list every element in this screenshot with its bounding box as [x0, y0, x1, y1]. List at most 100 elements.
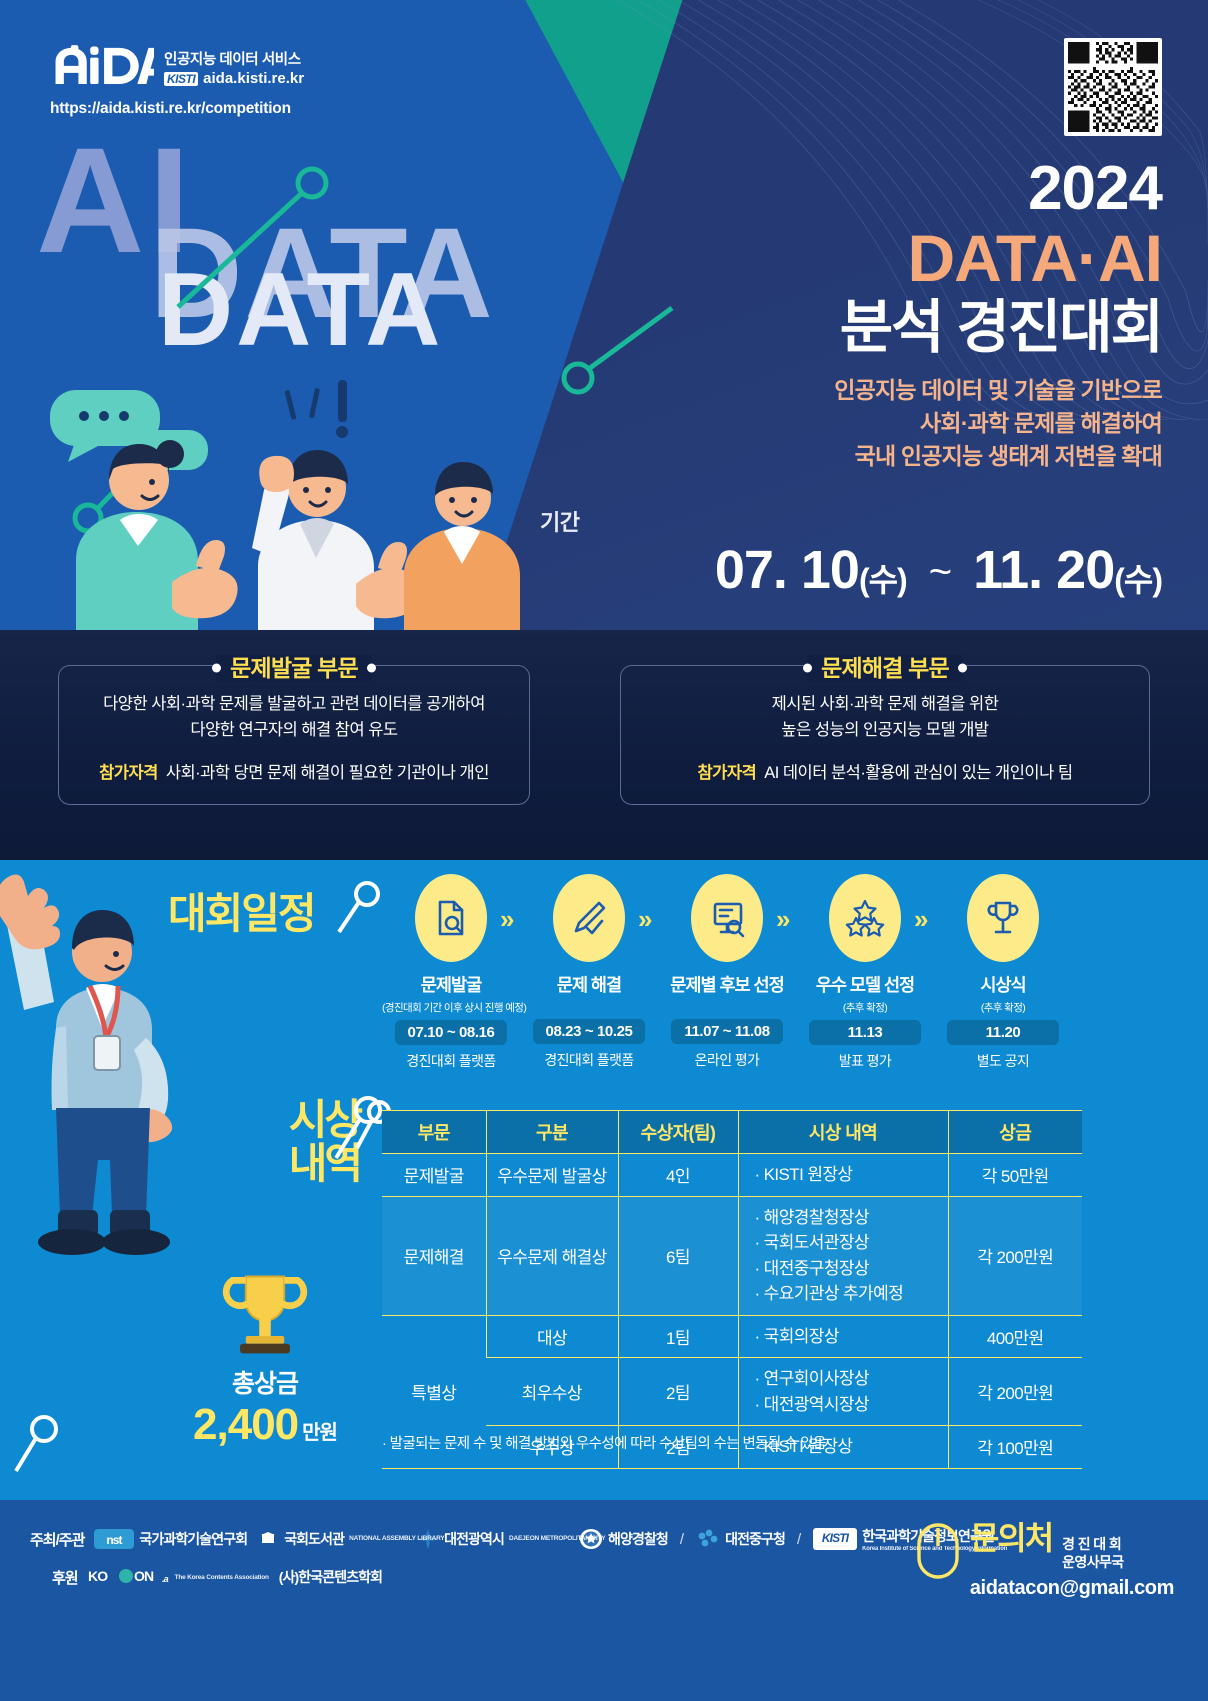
pin-line-icon-5	[334, 1096, 382, 1160]
host-library: 국회도서관 NATIONAL ASSEMBLY LIBRARY	[257, 1528, 445, 1550]
trophy-icon	[987, 901, 1019, 934]
step-platform: 온라인 평가	[694, 1052, 760, 1068]
step-name: 우수 모델 선정	[815, 975, 915, 995]
pin-line-icon-7	[14, 1415, 58, 1473]
cell-type: 우수문제 해결상	[485, 1195, 618, 1316]
table-row: 문제발굴 우수문제 발굴상 4인 · KISTI 원장상 각 50만원	[382, 1153, 1082, 1197]
qr-code[interactable]	[1064, 38, 1162, 136]
total-prize-amount: 2,400	[193, 1400, 299, 1449]
host-name: 대전광역시	[444, 1531, 505, 1547]
category-title: 문제해결 부문	[807, 655, 963, 681]
step-name: 시상식	[980, 975, 1026, 995]
schedule-step[interactable]: » 시상식 (추후 확정) 11.20 별도 공지	[914, 874, 1072, 1071]
svg-text:KISTI: KISTI	[822, 1531, 850, 1545]
award-item: · 대전중구청장상	[754, 1258, 870, 1278]
contact-office-line-1: 경 진 대 회	[1062, 1536, 1122, 1552]
table-row: 최우수상 2팀 · 연구회이사장상 · 대전광역시장상 각 200만원	[382, 1357, 1082, 1426]
aida-logo-icon	[55, 45, 154, 84]
award-item: · 수요기관상 추가예정	[754, 1284, 904, 1303]
svg-text:KO: KO	[88, 1568, 108, 1584]
step-date: 07.10 ~ 08.16	[395, 1020, 507, 1045]
title-desc-1: 인공지능 데이터 및 기술을 기반으로	[834, 376, 1163, 403]
table-header-row: 부문 구분 수상자(팀) 시상 내역 상금	[382, 1110, 1082, 1154]
service-site-row: KISTI aida.kisti.re.kr	[164, 70, 304, 87]
column-header-money: 상금	[947, 1110, 1082, 1154]
category-title-wrap: 문제해결 부문	[621, 649, 1149, 683]
cell-money: 각 50만원	[947, 1153, 1082, 1197]
svg-text:nst: nst	[107, 1533, 123, 1547]
step-icon-circle	[553, 874, 625, 962]
competition-url[interactable]: https://aida.kisti.re.kr/competition	[50, 100, 291, 117]
cell-section: 문제해결	[382, 1195, 486, 1316]
step-note	[658, 1000, 796, 1014]
cell-count: 2팀	[617, 1357, 738, 1426]
host-name: 한국과학기술정보연구원	[862, 1528, 995, 1544]
title-main-kr: 분석 경진대회	[839, 294, 1164, 360]
brand-logo-block: 인공지능 데이터 서비스 KISTI aida.kisti.re.kr http…	[50, 42, 304, 118]
cell-money: 각 200만원	[947, 1195, 1082, 1316]
host-kisti: KISTI 한국과학기술정보연구원 Korea Institute of Sci…	[813, 1526, 1007, 1552]
step-name: 문제별 후보 선정	[670, 975, 784, 995]
chevron-right-icon: »	[638, 904, 653, 934]
title-desc-3: 국내 인공지능 생태계 저변을 확대	[854, 443, 1163, 470]
step-icon-circle	[829, 874, 901, 962]
category-qualification-label: 참가자격	[697, 764, 757, 783]
cell-section: 문제발굴	[382, 1153, 486, 1197]
award-item: · 해양경찰청장상	[754, 1207, 870, 1227]
award-item: · 국회도서관장상	[754, 1233, 870, 1252]
nst-logo-icon: nst	[94, 1529, 135, 1549]
step-icon-circle	[691, 874, 763, 962]
watermark-data-back: DATA	[150, 202, 495, 345]
chevron-right-icon: »	[776, 904, 791, 934]
cell-money: 각 100만원	[947, 1425, 1082, 1469]
people-illustration	[50, 380, 520, 630]
cell-type: 대상	[485, 1314, 618, 1358]
footer-hosts-row: 주최/주관 nst 국가과학기술연구회 국회도서관 NATIONAL ASSEM…	[30, 1526, 1007, 1552]
period-end: 11. 20	[973, 540, 1115, 600]
period-start-day: (수)	[858, 562, 908, 598]
host-junggu: 대전중구청	[696, 1528, 786, 1550]
schedule-step[interactable]: » 문제 해결 08.23 ~ 10.25 경진대회 플랫폼	[500, 874, 658, 1071]
schedule-step[interactable]: » 우수 모델 선정 (추후 확정) 11.13 발표 평가	[776, 874, 934, 1071]
daejeon-logo-icon	[417, 1528, 439, 1550]
award-item: · 국회의장상	[754, 1326, 840, 1346]
schedule-step[interactable]: » 문제별 후보 선정 11.07 ~ 11.08	[638, 874, 796, 1071]
step-note: (추후 확정)	[980, 1002, 1026, 1014]
step-date: 11.07 ~ 11.08	[671, 1019, 783, 1044]
cell-award: · 국회의장상	[737, 1314, 948, 1358]
cell-count: 6팀	[617, 1195, 738, 1316]
sponsor-subname: The Korea Contents Association	[174, 1573, 269, 1581]
table-row: 문제해결 우수문제 해결상 6팀 · 해양경찰청장상 · 국회도서관장상 · 대…	[382, 1195, 1082, 1316]
contact-title: 문의처	[969, 1520, 1054, 1556]
column-header-award: 시상 내역	[737, 1110, 948, 1154]
cell-type: 우수문제 발굴상	[485, 1153, 618, 1197]
qr-code-icon	[1068, 42, 1158, 132]
footer-section: 주최/주관 nst 국가과학기술연구회 국회도서관 NATIONAL ASSEM…	[0, 1500, 1208, 1701]
mouse-icon	[916, 1522, 960, 1585]
host-daejeon: 대전광역시 DAEJEON METROPOLITAN CITY	[417, 1528, 606, 1550]
schedule-step[interactable]: 문제발굴 (경진대회 기간 이후 상시 진행 예정) 07.10 ~ 08.16…	[382, 874, 527, 1071]
step-platform: 발표 평가	[838, 1053, 892, 1069]
schedule-and-prizes-section: 대회일정 문제발굴 (경진대	[0, 860, 1208, 1500]
chevron-right-icon: »	[500, 904, 515, 934]
cell-award: · KISTI 원장상	[737, 1425, 948, 1469]
step-date: 11.20	[947, 1020, 1059, 1045]
title-year: 2024	[1028, 154, 1163, 223]
category-box-solution: 문제해결 부문 제시된 사회·과학 문제 해결을 위한 높은 성능의 인공지능 …	[620, 655, 1150, 805]
pin-line-icon	[176, 166, 329, 309]
contact-email[interactable]: aidatacon@gmail.com	[969, 1577, 1175, 1599]
award-item: · KISTI 원장상	[754, 1165, 854, 1184]
step-platform: 별도 공지	[976, 1053, 1030, 1069]
category-title-wrap: 문제발굴 부문	[59, 649, 529, 683]
cell-count: 4인	[617, 1153, 738, 1197]
award-item: · KISTI 원장상	[754, 1437, 854, 1456]
categories-section: 문제발굴 부문 다양한 사회·과학 문제를 발굴하고 관련 데이터를 공개하여 …	[0, 630, 1208, 860]
award-item: · 연구회이사장상	[754, 1369, 870, 1388]
host-coastguard: 해양경찰청	[579, 1528, 669, 1550]
library-logo-icon	[257, 1528, 280, 1550]
category-qualification-text: 사회·과학 당면 문제 해결이 필요한 기관이나 개인	[165, 764, 490, 783]
category-qualification-label: 참가자격	[99, 764, 158, 783]
sponsor-contents-assoc: (사)한국콘텐츠학회	[279, 1567, 383, 1587]
cell-money: 400만원	[947, 1314, 1082, 1358]
